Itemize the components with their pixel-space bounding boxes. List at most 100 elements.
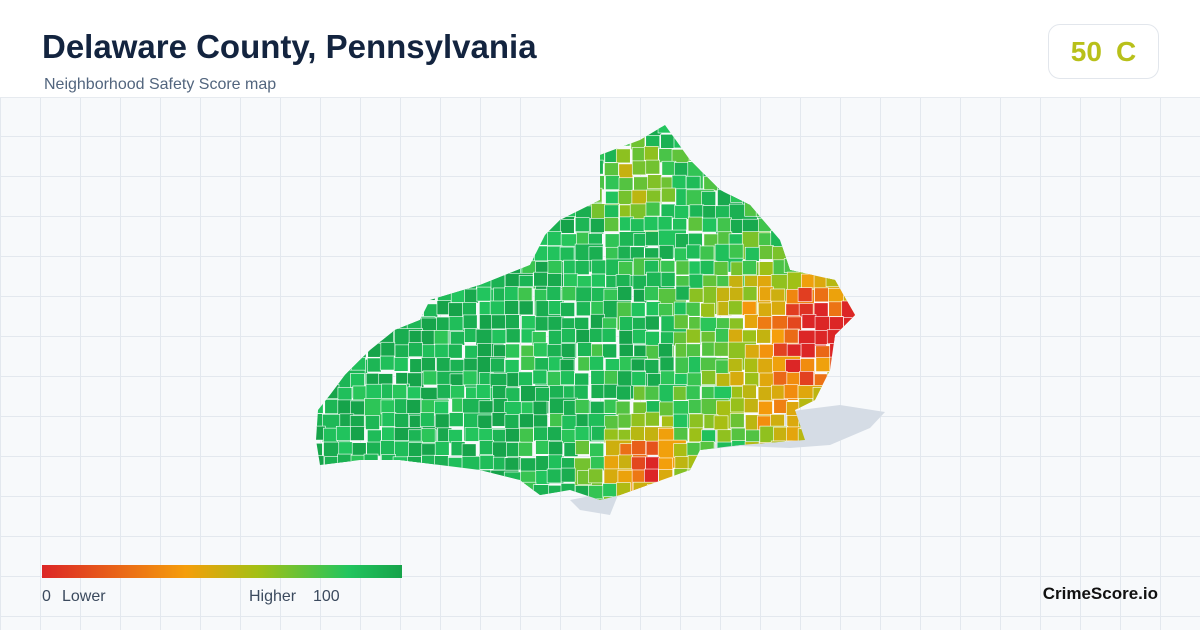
neighborhood — [407, 125, 422, 134]
neighborhood — [702, 217, 717, 233]
neighborhood — [674, 125, 703, 148]
neighborhood — [687, 454, 703, 470]
neighborhood — [783, 328, 799, 344]
neighborhood — [409, 205, 424, 220]
neighborhood — [590, 175, 605, 190]
neighborhood — [531, 175, 561, 205]
neighborhood — [422, 370, 438, 386]
neighborhood — [857, 497, 871, 511]
neighborhood — [588, 246, 604, 262]
neighborhood — [645, 301, 661, 316]
neighborhood — [800, 343, 816, 358]
neighborhood — [617, 413, 633, 429]
neighborhood — [843, 189, 855, 204]
neighborhood — [743, 497, 759, 500]
neighborhood — [701, 125, 716, 136]
neighborhood — [771, 384, 786, 400]
neighborhood — [857, 287, 885, 315]
neighborhood — [843, 162, 855, 192]
neighborhood — [323, 162, 339, 178]
neighborhood — [353, 484, 368, 499]
neighborhood — [657, 125, 673, 134]
neighborhood — [449, 161, 478, 191]
neighborhood — [783, 384, 799, 400]
neighborhood — [703, 135, 718, 151]
neighborhood — [447, 343, 463, 359]
neighborhood — [548, 485, 563, 500]
neighborhood — [616, 496, 632, 500]
neighborhood — [476, 244, 506, 274]
neighborhood — [589, 328, 604, 343]
neighborhood — [325, 303, 340, 319]
neighborhood — [476, 286, 492, 302]
neighborhood — [532, 498, 547, 500]
neighborhood — [465, 148, 480, 164]
neighborhood — [546, 468, 562, 484]
neighborhood — [773, 217, 788, 232]
neighborhood — [379, 190, 395, 205]
neighborhood — [783, 205, 813, 234]
neighborhood — [630, 426, 645, 442]
neighborhood — [316, 483, 326, 499]
neighborhood — [521, 315, 536, 330]
neighborhood — [688, 125, 704, 134]
neighborhood — [826, 329, 842, 345]
neighborhood — [840, 125, 855, 134]
legend-max-label: Higher — [249, 588, 297, 605]
neighborhood — [745, 471, 760, 487]
neighborhood — [688, 427, 704, 443]
neighborhood — [814, 498, 829, 500]
neighborhood — [492, 429, 507, 444]
title: Delaware County, Pennsylvania — [42, 28, 537, 65]
neighborhood — [324, 344, 353, 374]
neighborhood — [854, 230, 855, 245]
neighborhood — [462, 302, 477, 317]
neighborhood — [451, 134, 466, 150]
neighborhood — [316, 146, 323, 162]
neighborhood — [590, 370, 606, 385]
neighborhood — [392, 231, 408, 246]
neighborhood — [380, 341, 396, 357]
neighborhood — [462, 314, 478, 330]
neighborhood — [561, 328, 576, 343]
neighborhood — [316, 260, 326, 276]
neighborhood — [449, 483, 465, 499]
neighborhood — [799, 484, 829, 500]
neighborhood — [757, 217, 773, 233]
neighborhood — [783, 160, 799, 176]
neighborhood — [827, 384, 843, 400]
neighborhood — [814, 132, 829, 148]
neighborhood — [560, 135, 575, 151]
neighborhood — [464, 134, 480, 149]
neighborhood — [492, 204, 507, 220]
neighborhood — [840, 372, 855, 388]
neighborhood — [533, 342, 548, 358]
neighborhood — [744, 454, 760, 469]
neighborhood — [618, 125, 633, 133]
neighborhood — [757, 316, 772, 332]
neighborhood — [702, 145, 718, 161]
neighborhood — [630, 302, 646, 317]
neighborhood — [379, 287, 394, 302]
neighborhood — [434, 134, 449, 150]
neighborhood — [419, 498, 435, 500]
neighborhood — [436, 190, 452, 206]
neighborhood — [504, 146, 519, 162]
neighborhood — [742, 286, 758, 301]
neighborhood — [420, 132, 450, 162]
neighborhood — [407, 498, 423, 500]
neighborhood — [408, 148, 437, 177]
neighborhood — [491, 329, 507, 344]
neighborhood — [840, 135, 855, 150]
neighborhood — [475, 498, 491, 500]
neighborhood — [771, 300, 786, 316]
neighborhood — [828, 498, 855, 500]
neighborhood — [630, 413, 646, 428]
neighborhood — [644, 231, 660, 246]
neighborhood — [661, 484, 676, 499]
neighborhood — [463, 125, 478, 134]
neighborhood — [381, 271, 396, 287]
neighborhood — [395, 468, 410, 484]
neighborhood — [829, 316, 844, 332]
